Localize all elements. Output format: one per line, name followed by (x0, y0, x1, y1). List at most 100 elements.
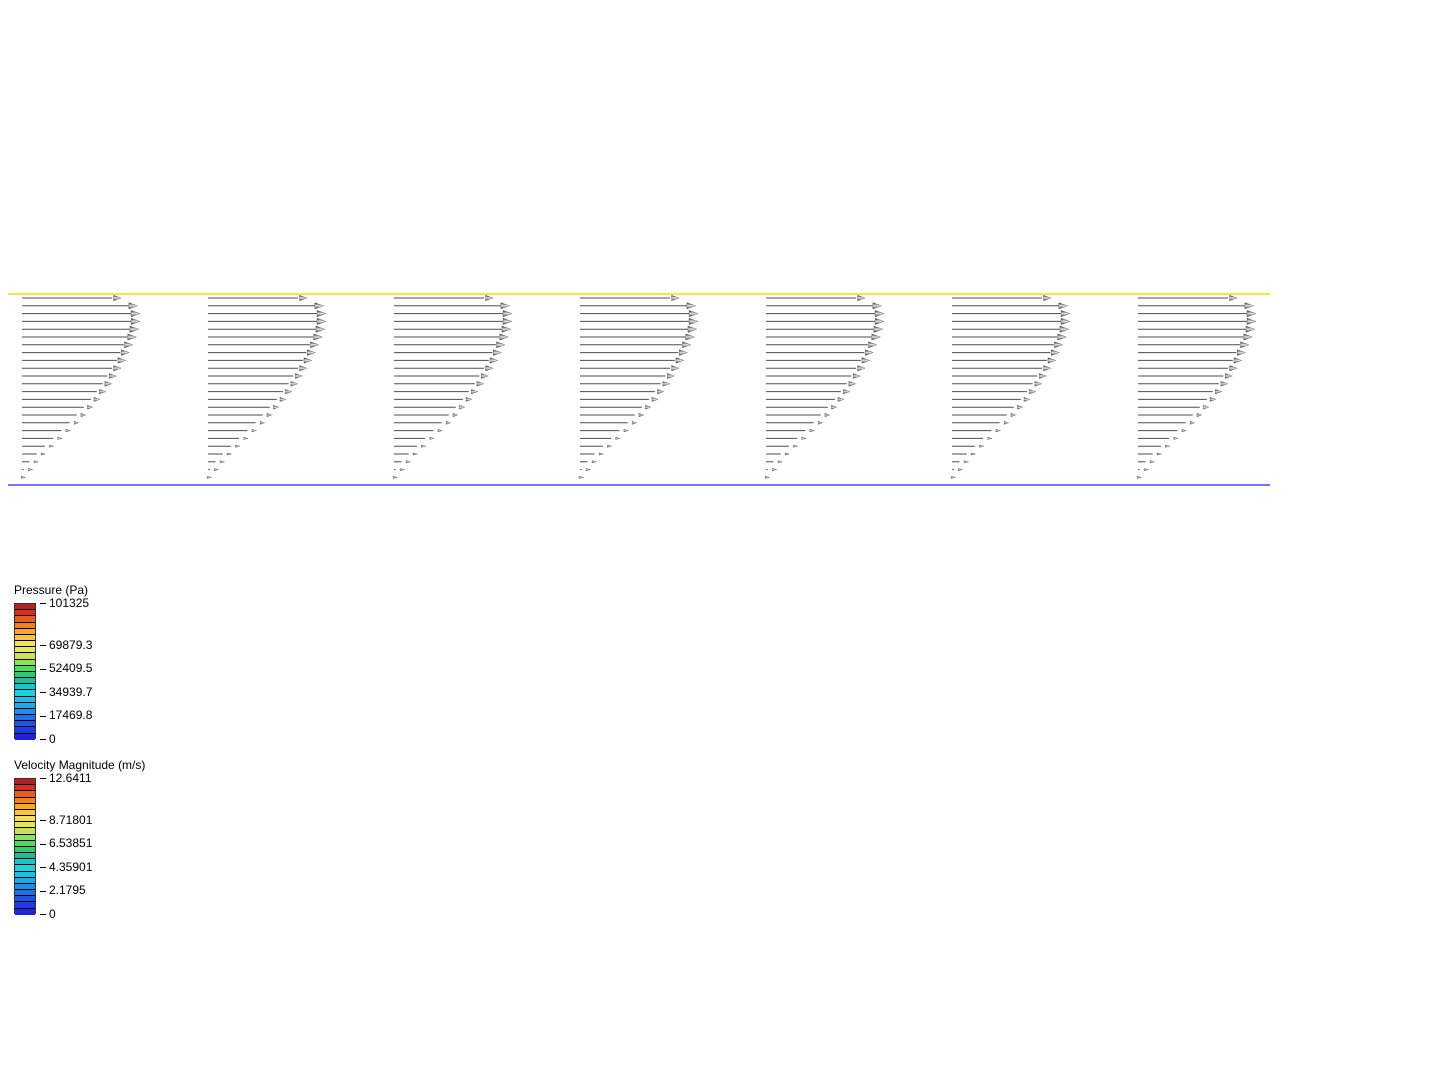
velocity-arrowhead (130, 326, 139, 332)
velocity-arrowhead (74, 421, 79, 424)
velocity-arrowhead (785, 453, 790, 455)
velocity-arrowhead (1247, 318, 1256, 324)
velocity-arrowhead (131, 318, 140, 324)
velocity-arrowhead (1054, 342, 1062, 348)
velocity-arrowhead (1157, 453, 1162, 455)
velocity-arrowhead (586, 468, 591, 470)
velocity-arrowhead (502, 326, 511, 332)
velocity-arrowhead (105, 381, 112, 386)
legend-tick-label: 2.1795 (40, 883, 86, 897)
velocity-arrowhead (862, 358, 870, 364)
legend-tick-label: 17469.8 (40, 708, 92, 722)
velocity-arrowhead (493, 350, 501, 356)
velocity-arrowhead (778, 461, 783, 463)
velocity-arrowhead (1246, 326, 1255, 332)
velocity-arrowhead (875, 318, 884, 324)
velocity-arrowhead (1011, 413, 1016, 416)
velocity-arrowhead (496, 342, 504, 348)
velocity-arrowhead (273, 405, 278, 409)
legend-tick-label: 69879.3 (40, 638, 92, 652)
velocity-arrowhead (500, 334, 509, 340)
legend-velocity: Velocity Magnitude (m/s)12.64118.718016.… (14, 758, 145, 914)
velocity-arrowhead (459, 405, 464, 409)
velocity-arrowhead (49, 445, 54, 447)
velocity-arrowhead (624, 429, 629, 432)
velocity-vector-field (8, 292, 1270, 487)
velocity-arrowhead (1150, 461, 1155, 463)
velocity-arrowhead (291, 381, 298, 386)
velocity-arrowhead (307, 350, 315, 356)
velocity-arrowhead (616, 437, 621, 439)
velocity-arrowhead (672, 295, 680, 300)
velocity-arrowhead (872, 334, 881, 340)
velocity-arrowhead (1190, 421, 1195, 424)
velocity-arrowhead (406, 461, 411, 463)
velocity-arrowhead (421, 445, 426, 447)
velocity-arrowhead (34, 461, 39, 463)
velocity-arrowhead (1048, 358, 1056, 364)
velocity-arrowhead (1182, 429, 1187, 432)
vector-column (393, 295, 512, 478)
velocity-arrowhead (1004, 421, 1009, 424)
velocity-arrowhead (317, 310, 326, 316)
velocity-arrowhead (865, 350, 873, 356)
velocity-arrowhead (314, 334, 323, 340)
velocity-arrowhead (1017, 405, 1022, 409)
vector-column (1137, 295, 1256, 478)
velocity-arrowhead (99, 389, 105, 394)
velocity-arrowhead (1061, 310, 1070, 316)
velocity-arrowhead (1230, 295, 1238, 300)
velocity-arrowhead (687, 303, 696, 309)
velocity-arrowhead (41, 453, 46, 455)
velocity-arrowhead (114, 295, 122, 300)
vector-column (765, 295, 884, 478)
velocity-arrowhead (639, 413, 644, 416)
velocity-arrowhead (672, 366, 680, 371)
legend-pressure: Pressure (Pa)10132569879.352409.534939.7… (14, 583, 120, 739)
legend-tick-label: 6.53851 (40, 836, 92, 850)
velocity-arrowhead (868, 342, 876, 348)
velocity-arrowhead (207, 476, 212, 478)
velocity-arrowhead (430, 437, 435, 439)
velocity-arrowhead (810, 429, 815, 432)
velocity-arrowhead (874, 326, 883, 332)
velocity-arrowhead (599, 453, 604, 455)
velocity-arrowhead (843, 389, 849, 394)
velocity-arrowhead (114, 366, 122, 371)
velocity-arrowhead (490, 358, 498, 364)
velocity-arrowhead (252, 429, 257, 432)
velocity-arrowhead (503, 318, 512, 324)
velocity-arrowhead (772, 468, 777, 470)
velocity-arrowhead (1059, 303, 1068, 309)
velocity-arrowhead (875, 310, 884, 316)
velocity-arrowhead (979, 445, 984, 447)
velocity-arrowhead (1144, 468, 1149, 470)
velocity-arrowhead (267, 413, 272, 416)
velocity-arrowhead (21, 476, 26, 478)
velocity-arrowhead (503, 310, 512, 316)
velocity-arrowhead (58, 437, 63, 439)
velocity-arrowhead (688, 326, 697, 332)
velocity-arrowhead (1215, 389, 1221, 394)
velocity-arrowhead (1035, 381, 1042, 386)
velocity-arrowhead (1234, 358, 1242, 364)
visualization-canvas: Pressure (Pa)10132569879.352409.534939.7… (0, 0, 1440, 1080)
legend-colorbar (14, 778, 36, 914)
legend-tick-label: 8.71801 (40, 813, 92, 827)
velocity-arrowhead (471, 389, 477, 394)
velocity-arrowhead (94, 397, 100, 401)
velocity-arrowhead (260, 421, 265, 424)
velocity-arrowhead (657, 389, 663, 394)
velocity-arrowhead (453, 413, 458, 416)
legend-tick-label: 0 (40, 907, 56, 921)
velocity-arrowhead (858, 295, 866, 300)
velocity-arrowhead (1245, 303, 1254, 309)
velocity-arrowhead (466, 397, 472, 401)
velocity-arrowhead (853, 373, 860, 378)
velocity-arrowhead (300, 366, 308, 371)
velocity-arrowhead (285, 389, 291, 394)
velocity-arrowhead (477, 381, 484, 386)
velocity-arrowhead (1237, 350, 1245, 356)
velocity-arrowhead (220, 461, 225, 463)
velocity-arrowhead (304, 358, 312, 364)
